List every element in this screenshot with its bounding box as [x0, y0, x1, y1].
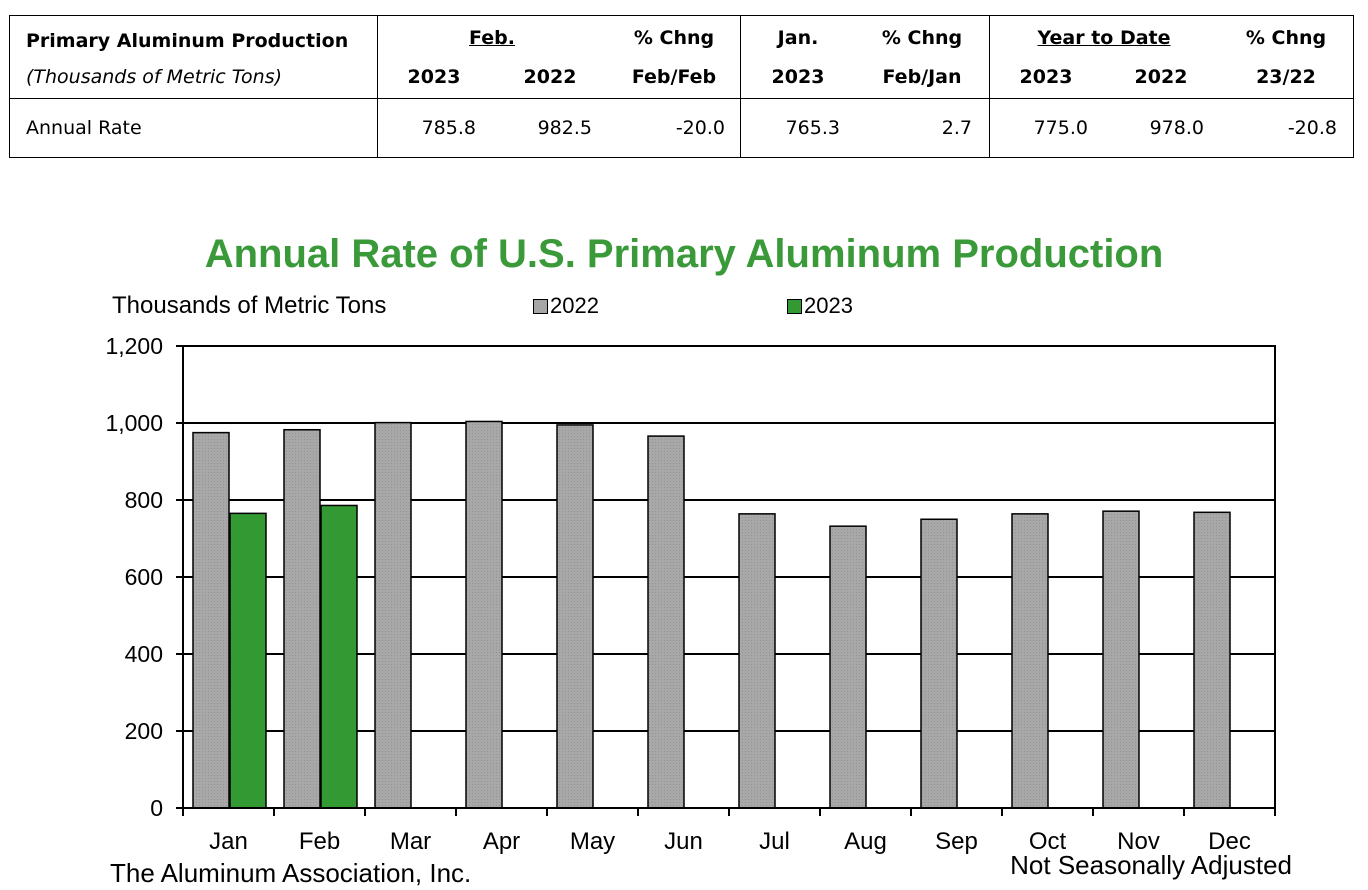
pct-feb-header: % Chng — [633, 27, 715, 49]
table-header-subtitle: (Thousands of Metric Tons) — [26, 66, 283, 88]
x-tick-label: Aug — [844, 828, 887, 855]
feb-2022-header: 2022 — [523, 66, 577, 88]
pct-ytd-header: % Chng — [1245, 27, 1327, 49]
row-label: Annual Rate — [26, 117, 142, 139]
pct-feb-subheader: Feb/Feb — [631, 66, 717, 88]
bar-2022-jan — [192, 431, 230, 809]
y-tick-label: 1,200 — [105, 333, 163, 359]
pct-jan-header: % Chng — [881, 27, 963, 49]
cell-ytd-2023: 775.0 — [1033, 117, 1088, 139]
y-tick-label: 400 — [125, 641, 163, 667]
chart-title: Annual Rate of U.S. Primary Aluminum Pro… — [204, 232, 1164, 276]
pct-jan-subheader: Feb/Jan — [882, 66, 962, 88]
legend-label-2023: 2023 — [804, 293, 853, 318]
x-tick-label: Jul — [759, 828, 790, 855]
x-tick-label: Oct — [1029, 828, 1067, 855]
bar-2022-aug — [829, 525, 867, 809]
ytd-header: Year to Date — [1037, 27, 1171, 49]
ytd-2023-header: 2023 — [1019, 66, 1073, 88]
y-tick-label: 0 — [150, 795, 163, 821]
bar-2023-jan — [229, 512, 267, 809]
y-tick-label: 1,000 — [105, 410, 163, 436]
table-header-title: Primary Aluminum Production — [26, 30, 349, 52]
x-tick-label: Jun — [664, 828, 703, 855]
bar-2022-mar — [374, 421, 412, 809]
jan-2023-header: 2023 — [771, 66, 825, 88]
bar-2022-may — [556, 424, 594, 809]
bar-2022-feb — [283, 428, 321, 809]
table-column-divider — [740, 16, 741, 157]
legend-swatch-2023 — [787, 298, 802, 314]
x-tick-label: Nov — [1117, 828, 1160, 855]
cell-pct-ytd: -20.8 — [1287, 117, 1337, 139]
cell-feb-2023: 785.8 — [421, 117, 476, 139]
table-column-divider — [377, 16, 378, 157]
cell-feb-2022: 982.5 — [537, 117, 592, 139]
legend-item-2022: 2022 — [533, 293, 599, 319]
x-tick-label: Feb — [299, 828, 340, 855]
bar-2022-dec — [1193, 511, 1231, 809]
y-axis-unit-label: Thousands of Metric Tons — [112, 292, 387, 319]
x-tick-label: Sep — [935, 828, 978, 855]
y-tick-label: 200 — [125, 718, 163, 744]
jan-header: Jan. — [777, 27, 819, 49]
y-tick-label: 800 — [125, 487, 163, 513]
bar-2022-jun — [647, 435, 685, 809]
y-tick-label: 600 — [125, 564, 163, 590]
cell-jan-2023: 765.3 — [785, 117, 840, 139]
x-tick-label: Mar — [390, 828, 431, 855]
bar-2022-sep — [920, 518, 958, 809]
bars — [192, 420, 1231, 809]
cell-ytd-2022: 978.0 — [1149, 117, 1204, 139]
ytd-2022-header: 2022 — [1134, 66, 1188, 88]
summary-table: Primary Aluminum Production (Thousands o… — [9, 15, 1354, 158]
x-tick-label: Jan — [209, 828, 248, 855]
bar-2022-jul — [738, 513, 776, 809]
y-axis: 0 200 400 600 800 1,000 1,200 — [105, 333, 183, 821]
feb-header: Feb. — [469, 27, 515, 49]
x-tick-label: Apr — [483, 828, 520, 855]
legend-label-2022: 2022 — [550, 293, 599, 318]
x-axis: Jan Feb Mar Apr May Jun Jul Aug Sep Oct Nov Dec — [182, 808, 1276, 855]
x-tick-label: Dec — [1208, 828, 1251, 855]
table-header-divider — [10, 98, 1353, 99]
bar-2022-oct — [1011, 513, 1049, 809]
bar-2022-nov — [1102, 510, 1140, 809]
legend-swatch-2022 — [533, 298, 548, 314]
bar-2022-apr — [465, 420, 503, 809]
bar-2023-feb — [320, 504, 358, 809]
pct-ytd-subheader: 23/22 — [1256, 66, 1316, 88]
cell-pct-feb: -20.0 — [675, 117, 725, 139]
source-note: The Aluminum Association, Inc. — [110, 858, 472, 888]
cell-pct-jan: 2.7 — [941, 117, 972, 139]
x-tick-label: May — [570, 828, 615, 855]
table-column-divider — [989, 16, 990, 157]
legend-item-2023: 2023 — [787, 293, 853, 319]
feb-2023-header: 2023 — [407, 66, 461, 88]
adjustment-note: Not Seasonally Adjusted — [1010, 850, 1292, 880]
